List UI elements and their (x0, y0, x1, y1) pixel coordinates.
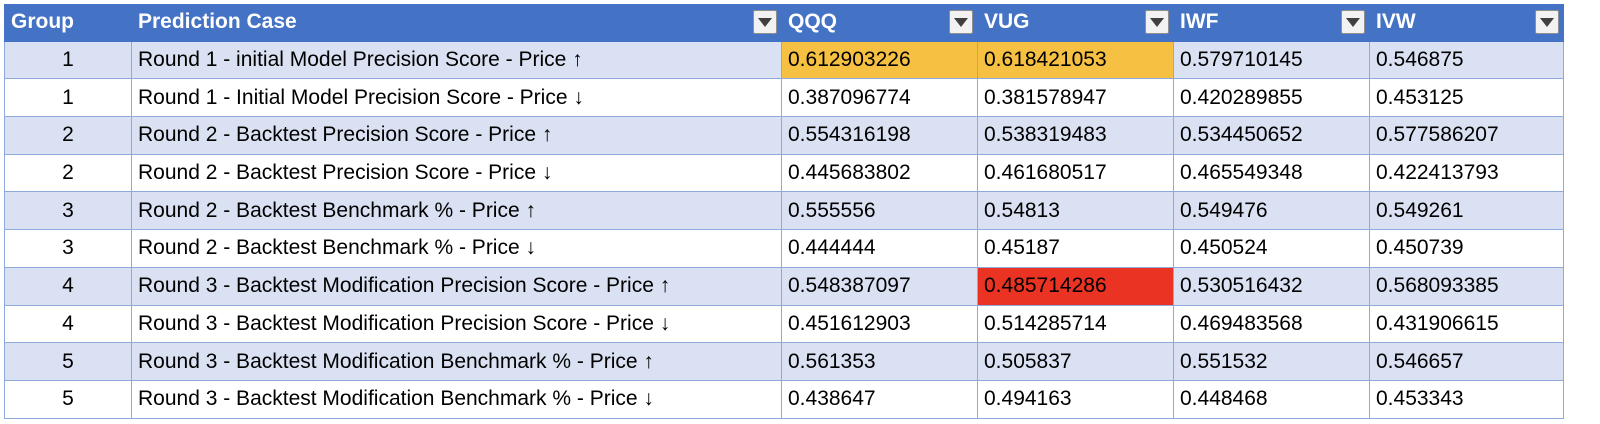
ivw-cell[interactable]: 0.568093385 (1370, 267, 1564, 306)
chevron-down-icon (758, 17, 772, 27)
vug-cell[interactable]: 0.538319483 (978, 117, 1174, 155)
ivw-cell[interactable]: 0.549261 (1370, 192, 1564, 231)
iwf-cell[interactable]: 0.469483568 (1174, 305, 1370, 344)
filter-button[interactable] (753, 10, 777, 34)
table-row: 1 Round 1 - Initial Model Precision Scor… (4, 79, 1564, 118)
column-header-vug[interactable]: VUG (978, 4, 1174, 42)
prediction-case-cell[interactable]: Round 2 - Backtest Benchmark % - Price ↑ (132, 192, 782, 231)
table-row: 2 Round 2 - Backtest Precision Score - P… (4, 154, 1564, 193)
iwf-cell[interactable]: 0.579710145 (1174, 41, 1370, 80)
vug-cell[interactable]: 0.381578947 (978, 79, 1174, 118)
qqq-cell[interactable]: 0.387096774 (782, 79, 978, 118)
vug-cell[interactable]: 0.494163 (978, 380, 1174, 419)
column-header-label: IVW (1376, 10, 1416, 34)
ivw-cell[interactable]: 0.546657 (1370, 343, 1564, 381)
prediction-case-cell[interactable]: Round 2 - Backtest Benchmark % - Price ↓ (132, 230, 782, 268)
group-cell[interactable]: 5 (4, 343, 132, 381)
group-cell[interactable]: 2 (4, 117, 132, 155)
group-cell[interactable]: 1 (4, 79, 132, 118)
column-header-iwf[interactable]: IWF (1174, 4, 1370, 42)
spreadsheet-table: Group Prediction Case QQQ VUG IWF IVW 1 … (4, 4, 1564, 419)
group-cell[interactable]: 4 (4, 267, 132, 306)
qqq-cell[interactable]: 0.612903226 (782, 41, 978, 80)
table-row: 3 Round 2 - Backtest Benchmark % - Price… (4, 192, 1564, 231)
table-row: 1 Round 1 - initial Model Precision Scor… (4, 41, 1564, 80)
column-header-qqq[interactable]: QQQ (782, 4, 978, 42)
prediction-case-cell[interactable]: Round 3 - Backtest Modification Precisio… (132, 305, 782, 344)
prediction-case-cell[interactable]: Round 3 - Backtest Modification Benchmar… (132, 380, 782, 419)
table-row: 5 Round 3 - Backtest Modification Benchm… (4, 380, 1564, 419)
iwf-cell[interactable]: 0.420289855 (1174, 79, 1370, 118)
qqq-cell[interactable]: 0.451612903 (782, 305, 978, 344)
column-header-group[interactable]: Group (4, 4, 132, 42)
table-row: 4 Round 3 - Backtest Modification Precis… (4, 305, 1564, 344)
ivw-cell[interactable]: 0.422413793 (1370, 154, 1564, 193)
filter-button[interactable] (1535, 10, 1559, 34)
qqq-cell[interactable]: 0.555556 (782, 192, 978, 231)
qqq-cell[interactable]: 0.445683802 (782, 154, 978, 193)
ivw-cell[interactable]: 0.577586207 (1370, 117, 1564, 155)
chevron-down-icon (1346, 17, 1360, 27)
group-cell[interactable]: 3 (4, 192, 132, 231)
vug-cell[interactable]: 0.45187 (978, 230, 1174, 268)
chevron-down-icon (1150, 17, 1164, 27)
qqq-cell[interactable]: 0.561353 (782, 343, 978, 381)
qqq-cell[interactable]: 0.438647 (782, 380, 978, 419)
group-cell[interactable]: 3 (4, 230, 132, 268)
column-header-prediction-case[interactable]: Prediction Case (132, 4, 782, 42)
column-header-label: Prediction Case (138, 10, 297, 34)
vug-cell[interactable]: 0.505837 (978, 343, 1174, 381)
group-cell[interactable]: 5 (4, 380, 132, 419)
vug-cell[interactable]: 0.461680517 (978, 154, 1174, 193)
prediction-case-cell[interactable]: Round 1 - Initial Model Precision Score … (132, 79, 782, 118)
column-header-label: IWF (1180, 10, 1219, 34)
ivw-cell[interactable]: 0.450739 (1370, 230, 1564, 268)
qqq-cell[interactable]: 0.554316198 (782, 117, 978, 155)
table-row: 2 Round 2 - Backtest Precision Score - P… (4, 117, 1564, 155)
filter-button[interactable] (949, 10, 973, 34)
group-cell[interactable]: 2 (4, 154, 132, 193)
iwf-cell[interactable]: 0.448468 (1174, 380, 1370, 419)
ivw-cell[interactable]: 0.546875 (1370, 41, 1564, 80)
chevron-down-icon (954, 17, 968, 27)
iwf-cell[interactable]: 0.450524 (1174, 230, 1370, 268)
ivw-cell[interactable]: 0.431906615 (1370, 305, 1564, 344)
column-header-label: QQQ (788, 10, 838, 34)
iwf-cell[interactable]: 0.549476 (1174, 192, 1370, 231)
vug-cell[interactable]: 0.54813 (978, 192, 1174, 231)
vug-cell[interactable]: 0.485714286 (978, 267, 1174, 306)
prediction-case-cell[interactable]: Round 2 - Backtest Precision Score - Pri… (132, 154, 782, 193)
group-cell[interactable]: 4 (4, 305, 132, 344)
vug-cell[interactable]: 0.514285714 (978, 305, 1174, 344)
table-row: 5 Round 3 - Backtest Modification Benchm… (4, 343, 1564, 381)
column-header-ivw[interactable]: IVW (1370, 4, 1564, 42)
prediction-case-cell[interactable]: Round 1 - initial Model Precision Score … (132, 41, 782, 80)
iwf-cell[interactable]: 0.465549348 (1174, 154, 1370, 193)
prediction-case-cell[interactable]: Round 3 - Backtest Modification Precisio… (132, 267, 782, 306)
iwf-cell[interactable]: 0.551532 (1174, 343, 1370, 381)
table-row: 3 Round 2 - Backtest Benchmark % - Price… (4, 230, 1564, 268)
header-row: Group Prediction Case QQQ VUG IWF IVW (4, 4, 1564, 42)
qqq-cell[interactable]: 0.444444 (782, 230, 978, 268)
qqq-cell[interactable]: 0.548387097 (782, 267, 978, 306)
filter-button[interactable] (1145, 10, 1169, 34)
vug-cell[interactable]: 0.618421053 (978, 41, 1174, 80)
iwf-cell[interactable]: 0.530516432 (1174, 267, 1370, 306)
table-row: 4 Round 3 - Backtest Modification Precis… (4, 267, 1564, 306)
ivw-cell[interactable]: 0.453125 (1370, 79, 1564, 118)
iwf-cell[interactable]: 0.534450652 (1174, 117, 1370, 155)
group-cell[interactable]: 1 (4, 41, 132, 80)
column-header-label: VUG (984, 10, 1030, 34)
chevron-down-icon (1540, 17, 1554, 27)
column-header-label: Group (11, 10, 74, 34)
filter-button[interactable] (1341, 10, 1365, 34)
ivw-cell[interactable]: 0.453343 (1370, 380, 1564, 419)
prediction-case-cell[interactable]: Round 3 - Backtest Modification Benchmar… (132, 343, 782, 381)
prediction-case-cell[interactable]: Round 2 - Backtest Precision Score - Pri… (132, 117, 782, 155)
